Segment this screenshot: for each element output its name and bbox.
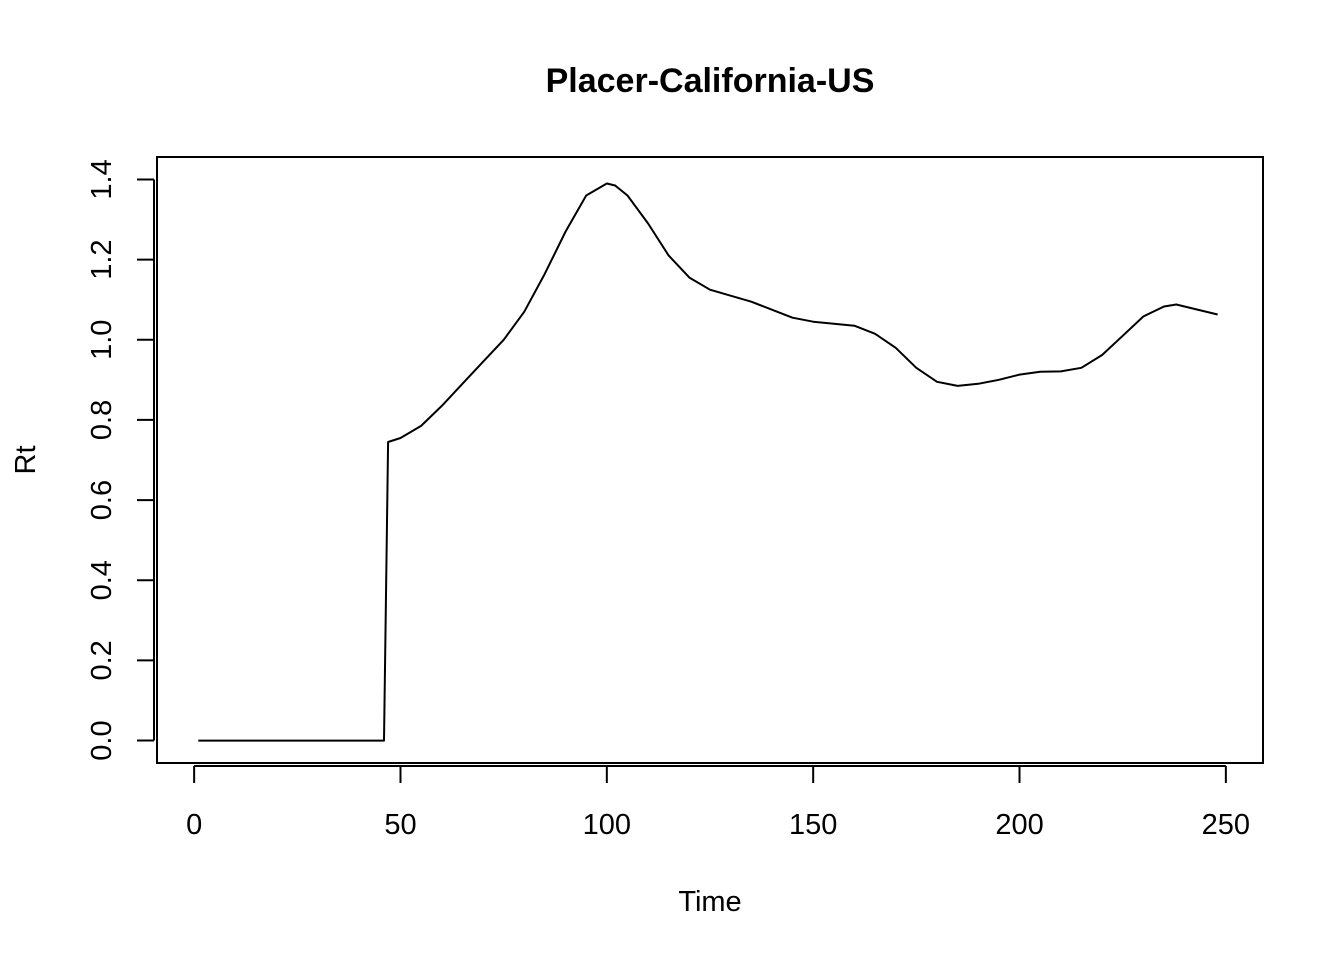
x-tick-label: 200 xyxy=(995,809,1043,841)
y-tick-label: 0.2 xyxy=(86,640,118,680)
x-axis: 0 50 100 150 200 250 xyxy=(186,765,1250,841)
y-tick-label: 1.2 xyxy=(86,239,118,279)
plot-frame xyxy=(156,156,1264,764)
y-tick-label: 1.4 xyxy=(86,159,118,199)
y-tick-label: 0.0 xyxy=(86,720,118,760)
y-tick-label: 0.8 xyxy=(86,400,118,440)
y-tick-label: 1.0 xyxy=(86,320,118,360)
y-axis-label: Rt xyxy=(10,446,42,475)
y-axis: 0.0 0.2 0.4 0.6 0.8 1.0 1.2 1.4 xyxy=(86,159,155,761)
chart-title: Placer-California-US xyxy=(546,62,875,100)
series-line xyxy=(198,182,1218,742)
x-axis-label: Time xyxy=(678,886,741,918)
x-tick-label: 100 xyxy=(583,809,631,841)
x-tick-label: 150 xyxy=(789,809,837,841)
x-tick-label: 50 xyxy=(384,809,416,841)
x-tick-label: 250 xyxy=(1202,809,1250,841)
y-tick-label: 0.4 xyxy=(86,560,118,600)
series-layer xyxy=(198,182,1218,742)
y-tick-label: 0.6 xyxy=(86,480,118,520)
x-tick-label: 0 xyxy=(186,809,202,841)
